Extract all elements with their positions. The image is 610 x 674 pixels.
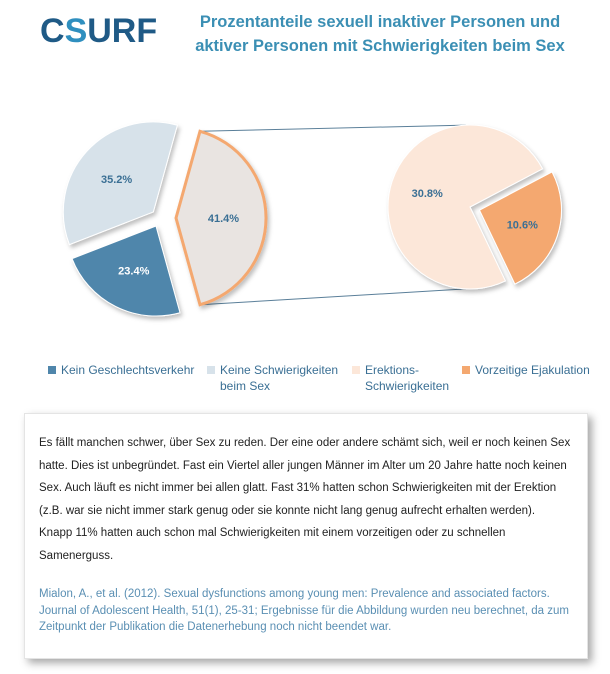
legend-item-keine-schwierigkeiten: Keine Schwierigkeiten beim Sex xyxy=(207,362,338,394)
logo-text-ring: S xyxy=(64,12,88,50)
info-box: Es fällt manchen schwer, über Sex zu red… xyxy=(24,413,588,659)
data-label-keine-schwierigkeiten-beim-sex: 35.2% xyxy=(101,174,132,186)
connector-lines xyxy=(199,124,466,306)
pie-slice-schwierigkeiten-siehe-detail xyxy=(174,129,268,307)
pie-slice-keine-schwierigkeiten-beim-sex xyxy=(62,121,178,246)
pie-slice-kein-geschlechtsverkehr xyxy=(71,225,181,317)
data-label-kein-geschlechtsverkehr: 23.4% xyxy=(118,265,149,277)
connector-line-top xyxy=(200,124,466,132)
legend-item-erektionsschwierigkeiten: Erektions- Schwierigkeiten xyxy=(352,362,449,394)
chart-title-line-2: aktiver Personen mit Schwierigkeiten bei… xyxy=(195,37,565,55)
logo-text-right: URF xyxy=(87,12,158,50)
pie-slice-vorzeitige-ejakulation xyxy=(478,171,562,285)
detail-pie: 30.8% 10.6% xyxy=(387,124,562,290)
pie-slice-erektions-schwierigkeiten xyxy=(387,124,544,290)
data-label-schwierigkeiten-siehe-detail: 41.4% xyxy=(208,213,239,225)
logo-text-left: C xyxy=(40,12,65,50)
chart-title: Prozentanteile sexuell inaktiver Persone… xyxy=(170,10,590,58)
legend-swatch xyxy=(207,366,215,374)
legend-swatch xyxy=(48,366,56,374)
info-text: Es fällt manchen schwer, über Sex zu red… xyxy=(39,437,571,562)
main-pie: 23.4% 35.2% 41.4% xyxy=(62,121,268,317)
pie-of-pie-chart: 23.4% 35.2% 41.4% 30.8% 10.6% xyxy=(62,121,562,317)
legend-item-vorzeitige-ejakulation: Vorzeitige Ejakulation xyxy=(462,362,590,378)
data-label-vorzeitige-ejakulation: 10.6% xyxy=(507,219,538,231)
legend-label: Keine Schwierigkeiten beim Sex xyxy=(220,363,339,393)
reference-text: Mialon, A., et al. (2012). Sexual dysfun… xyxy=(39,588,569,633)
connector-line-bottom xyxy=(199,288,466,306)
legend-label: Kein Geschlechtsverkehr xyxy=(61,363,195,377)
legend-swatch xyxy=(462,366,470,374)
data-label-erektions-schwierigkeiten: 30.8% xyxy=(412,188,443,200)
legend-item-kein-geschlechtsverkehr: Kein Geschlechtsverkehr xyxy=(48,362,194,378)
legend-label: Vorzeitige Ejakulation xyxy=(475,363,590,377)
chart-title-line-1: Prozentanteile sexuell inaktiver Persone… xyxy=(199,13,561,31)
legend-swatch xyxy=(352,366,360,374)
csurf-logo: C S URF xyxy=(40,10,157,52)
legend-label: Erektions- Schwierigkeiten xyxy=(365,363,450,393)
chart-legend: Kein Geschlechtsverkehr Keine Schwierigk… xyxy=(0,362,610,402)
